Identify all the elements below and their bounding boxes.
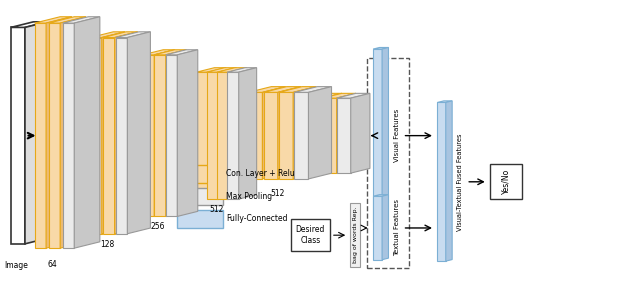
Text: 64: 64: [47, 260, 58, 269]
FancyBboxPatch shape: [490, 165, 522, 199]
Polygon shape: [248, 92, 262, 179]
Polygon shape: [382, 195, 388, 260]
Polygon shape: [207, 68, 236, 72]
FancyBboxPatch shape: [350, 203, 360, 267]
Polygon shape: [103, 38, 115, 234]
Polygon shape: [248, 87, 285, 92]
Polygon shape: [351, 93, 370, 173]
Text: Yes/No: Yes/No: [501, 169, 510, 195]
Polygon shape: [217, 72, 228, 199]
Text: 256: 256: [151, 222, 165, 231]
Polygon shape: [337, 98, 351, 173]
Polygon shape: [217, 68, 246, 72]
Polygon shape: [264, 87, 301, 92]
Polygon shape: [323, 93, 356, 98]
Text: 512: 512: [270, 189, 284, 198]
Polygon shape: [127, 32, 150, 234]
Polygon shape: [208, 68, 226, 199]
Text: Visual Features: Visual Features: [394, 109, 399, 162]
Polygon shape: [373, 196, 382, 260]
Polygon shape: [49, 17, 86, 23]
Polygon shape: [196, 68, 226, 72]
Polygon shape: [154, 50, 186, 55]
Polygon shape: [49, 23, 60, 248]
Polygon shape: [177, 50, 198, 216]
Polygon shape: [373, 48, 388, 49]
Text: 128: 128: [100, 239, 114, 248]
Polygon shape: [63, 17, 100, 23]
Polygon shape: [228, 68, 246, 199]
Polygon shape: [196, 72, 208, 199]
Polygon shape: [262, 87, 285, 179]
Polygon shape: [116, 32, 150, 38]
FancyBboxPatch shape: [177, 210, 223, 228]
Polygon shape: [154, 50, 175, 216]
Text: Con. Layer + Relu: Con. Layer + Relu: [226, 169, 294, 178]
Text: bag of words Rep.: bag of words Rep.: [353, 207, 358, 263]
Polygon shape: [239, 68, 257, 199]
Polygon shape: [102, 32, 125, 234]
Polygon shape: [438, 102, 445, 261]
Text: Textual Features: Textual Features: [394, 199, 399, 256]
Polygon shape: [373, 195, 388, 196]
Polygon shape: [373, 49, 382, 222]
Polygon shape: [308, 93, 342, 98]
Polygon shape: [264, 92, 278, 179]
Polygon shape: [308, 87, 332, 179]
FancyBboxPatch shape: [291, 219, 330, 251]
Polygon shape: [279, 92, 293, 179]
Polygon shape: [323, 93, 342, 173]
Polygon shape: [445, 101, 452, 261]
Polygon shape: [11, 22, 47, 27]
Polygon shape: [60, 17, 86, 248]
Polygon shape: [116, 38, 127, 234]
Polygon shape: [294, 87, 332, 92]
Polygon shape: [166, 50, 186, 216]
Polygon shape: [227, 68, 257, 72]
Polygon shape: [227, 72, 239, 199]
Polygon shape: [115, 32, 138, 234]
Polygon shape: [11, 27, 25, 244]
Text: 512: 512: [209, 205, 223, 214]
Polygon shape: [90, 38, 102, 234]
Polygon shape: [207, 72, 218, 199]
FancyBboxPatch shape: [177, 165, 223, 183]
Polygon shape: [438, 101, 452, 102]
Polygon shape: [35, 17, 72, 23]
Polygon shape: [46, 17, 72, 248]
Polygon shape: [323, 98, 337, 173]
Polygon shape: [90, 32, 125, 38]
Polygon shape: [337, 93, 356, 173]
Polygon shape: [143, 50, 175, 55]
Polygon shape: [337, 93, 370, 98]
Polygon shape: [63, 23, 74, 248]
Polygon shape: [279, 87, 316, 92]
Text: Visual-Textual Fused Features: Visual-Textual Fused Features: [457, 133, 463, 231]
Polygon shape: [308, 98, 323, 173]
Polygon shape: [74, 17, 100, 248]
Polygon shape: [154, 55, 166, 216]
Text: Fully-Connected: Fully-Connected: [226, 215, 287, 223]
Polygon shape: [25, 22, 47, 244]
Polygon shape: [166, 55, 177, 216]
Polygon shape: [218, 68, 236, 199]
Text: Max Pooling: Max Pooling: [226, 192, 272, 201]
Polygon shape: [166, 50, 198, 55]
Polygon shape: [294, 92, 308, 179]
Text: Image: Image: [4, 261, 29, 270]
Polygon shape: [35, 23, 46, 248]
Polygon shape: [143, 55, 154, 216]
Polygon shape: [382, 48, 388, 222]
Text: Desired
Class: Desired Class: [296, 225, 325, 245]
FancyBboxPatch shape: [177, 188, 223, 205]
Polygon shape: [278, 87, 301, 179]
Polygon shape: [293, 87, 316, 179]
Polygon shape: [103, 32, 138, 38]
